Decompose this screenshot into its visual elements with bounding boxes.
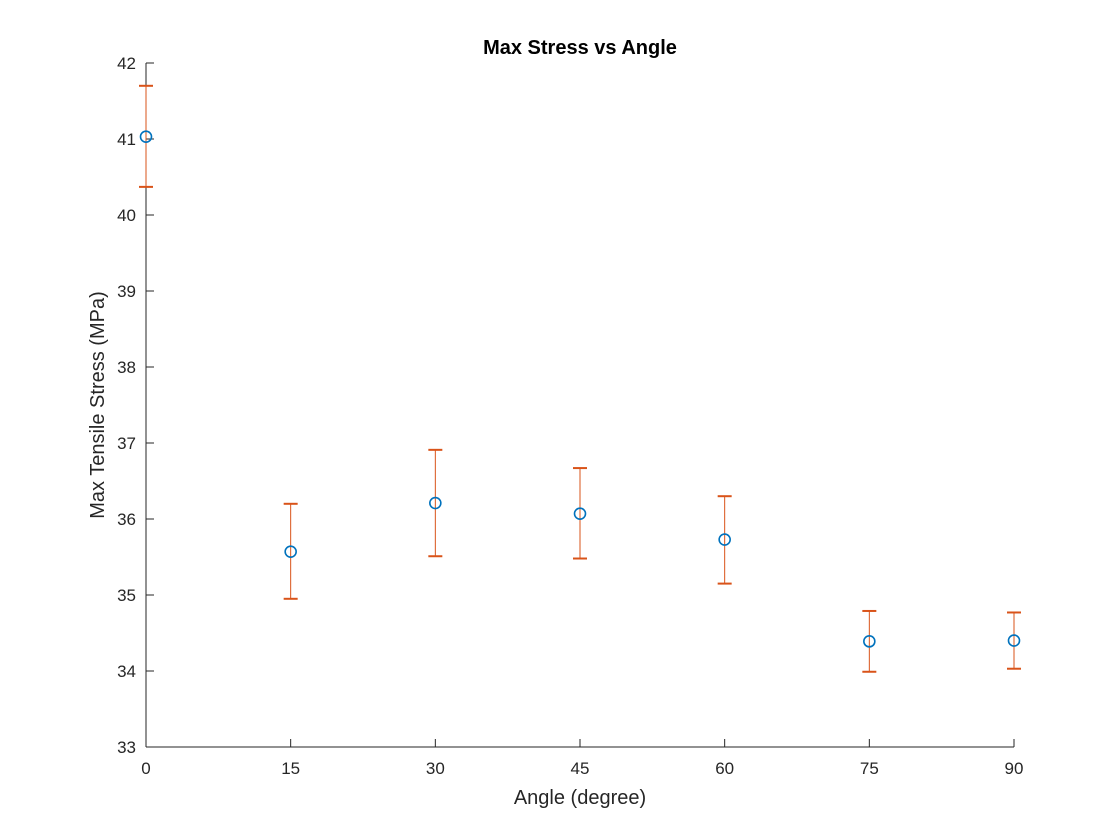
chart-title: Max Stress vs Angle [483, 37, 677, 59]
y-tick-label: 37 [117, 434, 136, 453]
y-tick-label: 38 [117, 358, 136, 377]
x-tick-label: 90 [1005, 759, 1024, 778]
y-tick-label: 35 [117, 586, 136, 605]
data-point [429, 496, 442, 510]
data-point [284, 545, 297, 558]
y-tick-label: 40 [117, 206, 136, 225]
data-point [863, 635, 876, 648]
x-axis-label: Angle (degree) [514, 787, 646, 809]
x-tick-label: 45 [571, 759, 590, 778]
y-tick-label: 41 [117, 130, 136, 149]
y-tick-label: 36 [117, 510, 136, 529]
data-point [1007, 634, 1021, 647]
x-tick-label: 75 [860, 759, 879, 778]
data-point [573, 507, 587, 520]
x-tick-label: 60 [715, 759, 734, 778]
x-tick-label: 15 [281, 759, 300, 778]
axes: 0 15 30 45 60 75 90 33 34 35 36 37 38 39 40 41 42 [117, 54, 1023, 778]
data-markers [139, 130, 1021, 648]
y-tick-label: 42 [117, 54, 136, 73]
y-tick-label: 39 [117, 282, 136, 301]
y-tick-label: 34 [117, 662, 136, 681]
y-tick-label: 33 [117, 738, 136, 757]
data-point [139, 130, 153, 144]
x-tick-label: 30 [426, 759, 445, 778]
y-axis-label: Max Tensile Stress (MPa) [87, 291, 109, 518]
data-point [718, 533, 731, 546]
x-tick-label: 0 [141, 759, 150, 778]
error-bars [139, 84, 1021, 673]
